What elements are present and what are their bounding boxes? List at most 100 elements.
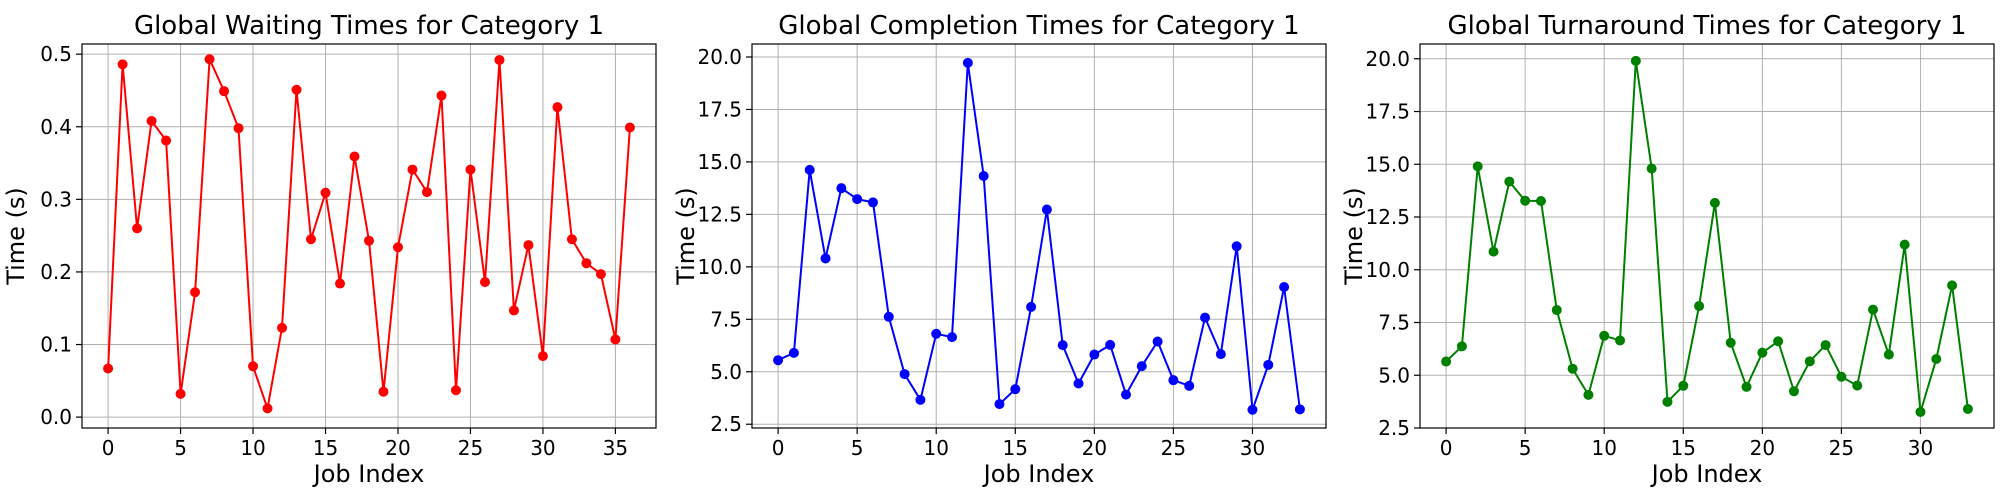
chart-panel-2: 0 5 10 15 20 25 30 2.5 5.0 7.5 10.0 12.5 15.0 17.5 20.… xyxy=(672,11,1327,488)
y-tick-label: 5.0 xyxy=(1378,363,1410,387)
y-axis-label: Time (s) xyxy=(2,187,30,286)
data-point xyxy=(1073,378,1084,389)
data-point xyxy=(931,328,942,339)
data-point xyxy=(610,334,621,345)
data-point xyxy=(994,399,1005,410)
y-tick-label: 12.5 xyxy=(697,202,742,226)
y-tick-label: 20.0 xyxy=(1365,47,1410,71)
series-line xyxy=(777,61,1301,411)
data-point xyxy=(883,311,894,322)
data-point xyxy=(1583,389,1594,400)
data-point xyxy=(1279,281,1290,292)
x-tick-label: 15 xyxy=(1671,436,1696,460)
data-point xyxy=(624,122,635,133)
data-point xyxy=(1915,406,1926,417)
x-tick-label: 10 xyxy=(923,436,948,460)
data-point xyxy=(407,164,418,175)
y-tick-label: 0.4 xyxy=(40,115,72,139)
data-point xyxy=(1294,404,1305,415)
data-point xyxy=(537,351,548,362)
data-point xyxy=(1709,197,1720,208)
data-point xyxy=(1804,356,1815,367)
y-tick-label: 2.5 xyxy=(710,412,742,436)
data-point xyxy=(1678,380,1689,391)
data-point xyxy=(421,187,432,198)
data-point xyxy=(1456,341,1467,352)
x-tick-label: 15 xyxy=(1003,436,1028,460)
data-point xyxy=(1504,176,1515,187)
data-point xyxy=(204,54,215,65)
x-tick-label: 20 xyxy=(385,436,410,460)
data-point xyxy=(233,123,244,134)
data-point xyxy=(132,223,143,234)
x-tick-label: 0 xyxy=(102,436,115,460)
data-point xyxy=(1899,239,1910,250)
x-tick-label: 10 xyxy=(240,436,265,460)
data-point xyxy=(262,403,273,414)
data-point xyxy=(1120,389,1131,400)
data-point xyxy=(378,386,389,397)
data-point xyxy=(581,258,592,269)
x-tick-label: 15 xyxy=(313,436,338,460)
y-tick-label: 20.0 xyxy=(697,45,742,69)
x-tick-label: 25 xyxy=(1829,436,1854,460)
data-point xyxy=(320,187,331,198)
x-tick-label: 0 xyxy=(772,436,785,460)
data-point xyxy=(479,277,490,288)
data-point xyxy=(392,242,403,253)
y-tick-label: 10.0 xyxy=(697,255,742,279)
plot-frame xyxy=(751,43,1327,429)
data-point xyxy=(915,394,926,405)
data-point xyxy=(1441,356,1452,367)
data-point xyxy=(1741,381,1752,392)
data-point xyxy=(1152,336,1163,347)
data-point xyxy=(1599,330,1610,341)
x-tick-label: 35 xyxy=(603,436,628,460)
data-point xyxy=(1231,241,1242,252)
data-point xyxy=(1520,195,1531,206)
x-tick-label: 30 xyxy=(1240,436,1265,460)
data-point xyxy=(947,332,958,343)
chart-title: Global Waiting Times for Category 1 xyxy=(134,11,604,41)
y-tick-label: 2.5 xyxy=(1378,416,1410,440)
data-point xyxy=(103,363,114,374)
data-point xyxy=(450,385,461,396)
y-axis-label: Time (s) xyxy=(672,187,700,286)
data-point xyxy=(349,151,360,162)
x-tick-label: 20 xyxy=(1750,436,1775,460)
x-tick-label: 20 xyxy=(1082,436,1107,460)
data-point xyxy=(1041,204,1052,215)
x-tick-label: 5 xyxy=(174,436,187,460)
y-tick-label: 5.0 xyxy=(710,360,742,384)
series-line xyxy=(1445,59,1969,413)
data-point xyxy=(1962,404,1973,415)
data-point xyxy=(335,278,346,289)
data-point xyxy=(1773,336,1784,347)
x-axis-label: Job Index xyxy=(982,460,1095,488)
data-point xyxy=(146,115,157,126)
x-tick-label: 30 xyxy=(530,436,555,460)
x-tick-label: 10 xyxy=(1591,436,1616,460)
data-point xyxy=(1026,301,1037,312)
data-point xyxy=(291,84,302,95)
data-point xyxy=(962,57,973,68)
data-point xyxy=(1215,349,1226,360)
y-tick-label: 7.5 xyxy=(1378,311,1410,335)
data-point xyxy=(1168,375,1179,386)
data-point xyxy=(978,170,989,181)
data-point xyxy=(1836,371,1847,382)
data-point xyxy=(161,135,172,146)
y-tick-label: 15.0 xyxy=(1365,152,1410,176)
data-point xyxy=(436,90,447,101)
data-point xyxy=(175,388,186,399)
data-point xyxy=(1089,349,1100,360)
x-tick-label: 30 xyxy=(1908,436,1933,460)
data-point xyxy=(1947,280,1958,291)
data-point xyxy=(1662,396,1673,407)
y-tick-label: 7.5 xyxy=(710,307,742,331)
data-point xyxy=(566,234,577,245)
y-tick-label: 15.0 xyxy=(697,150,742,174)
y-tick-label: 10.0 xyxy=(1365,258,1410,282)
